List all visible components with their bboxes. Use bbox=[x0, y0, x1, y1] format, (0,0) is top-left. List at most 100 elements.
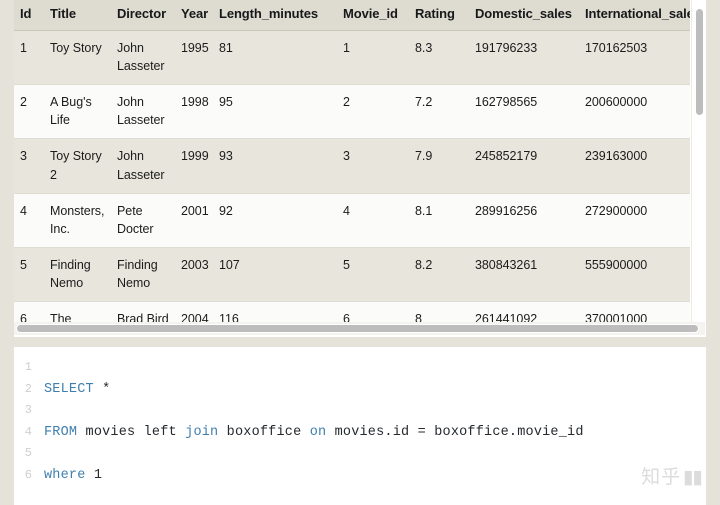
cell-rating: 8.2 bbox=[409, 247, 469, 303]
cell-rating: 7.2 bbox=[409, 84, 469, 140]
cell-length-minutes: 95 bbox=[213, 84, 337, 140]
sql-keyword: on bbox=[309, 424, 327, 440]
cell-international-sales: 170162503 bbox=[579, 30, 690, 86]
results-table: Id Title Director Year Length_minutes Mo… bbox=[14, 0, 690, 322]
cell-director: Pete Docter bbox=[111, 193, 175, 248]
code-line[interactable]: 3 bbox=[14, 400, 706, 422]
cell-international-sales: 272900000 bbox=[579, 193, 690, 248]
cell-title: A Bug's Life bbox=[44, 84, 111, 140]
column-header-year[interactable]: Year bbox=[175, 0, 213, 31]
cell-rating: 8.1 bbox=[409, 193, 469, 248]
cell-title: Toy Story 2 bbox=[44, 138, 111, 194]
cell-domestic-sales: 191796233 bbox=[469, 30, 579, 86]
sql-keyword: join bbox=[185, 424, 219, 440]
sql-keyword: where bbox=[44, 467, 86, 483]
cell-title: The Incredibles bbox=[44, 301, 111, 322]
cell-length-minutes: 107 bbox=[213, 247, 337, 303]
sql-token: movies.id = boxoffice.movie_id bbox=[326, 424, 584, 440]
zhihu-watermark: 知乎 ▮▮ bbox=[641, 462, 703, 489]
sql-token: 1 bbox=[85, 467, 103, 483]
sql-editor-panel[interactable]: 1 2 SELECT * 3 4 FROM movies left join boxoff… bbox=[14, 347, 706, 505]
cell-year: 1998 bbox=[175, 84, 213, 140]
cell-year: 2001 bbox=[175, 193, 213, 248]
sql-token: movies left bbox=[77, 424, 186, 440]
code-line[interactable]: 1 bbox=[14, 357, 706, 379]
cell-id: 6 bbox=[14, 301, 44, 322]
cell-domestic-sales: 380843261 bbox=[469, 247, 579, 303]
cell-id: 2 bbox=[14, 84, 44, 140]
results-vertical-scrollbar-thumb[interactable] bbox=[695, 8, 704, 116]
cell-movie-id: 4 bbox=[337, 193, 409, 248]
cell-id: 5 bbox=[14, 247, 44, 303]
cell-director: Brad Bird bbox=[111, 301, 175, 322]
column-header-id[interactable]: Id bbox=[14, 0, 44, 31]
column-header-rating[interactable]: Rating bbox=[409, 0, 469, 31]
sql-keyword: SELECT bbox=[44, 381, 94, 397]
table-row[interactable]: 1 Toy Story John Lasseter 1995 81 1 8.3 1917962… bbox=[14, 30, 690, 86]
cell-year: 1999 bbox=[175, 138, 213, 194]
cell-movie-id: 6 bbox=[337, 301, 409, 322]
code-text[interactable]: SELECT * bbox=[44, 379, 110, 401]
column-header-title[interactable]: Title bbox=[44, 0, 111, 31]
code-line[interactable]: 4 FROM movies left join boxoffice on movi… bbox=[14, 422, 706, 444]
table-row[interactable]: 5 Finding Nemo Finding Nemo 2003 107 5 8.2 3808… bbox=[14, 247, 690, 303]
cell-domestic-sales: 289916256 bbox=[469, 193, 579, 248]
watermark-text: 知乎 bbox=[641, 466, 682, 488]
query-results-panel: Id Title Director Year Length_minutes Mo… bbox=[14, 0, 706, 337]
results-vertical-scrollbar[interactable] bbox=[691, 0, 706, 322]
cell-length-minutes: 81 bbox=[213, 30, 337, 86]
cell-domestic-sales: 162798565 bbox=[469, 84, 579, 140]
table-header-row: Id Title Director Year Length_minutes Mo… bbox=[14, 0, 690, 31]
sql-editor-lines[interactable]: 1 2 SELECT * 3 4 FROM movies left join boxoff… bbox=[14, 357, 706, 486]
cell-international-sales: 200600000 bbox=[579, 84, 690, 140]
code-text[interactable]: where 1 bbox=[44, 465, 102, 487]
cell-director: John Lasseter bbox=[111, 84, 175, 140]
line-number: 6 bbox=[24, 467, 32, 482]
line-number: 1 bbox=[24, 360, 32, 374]
cell-movie-id: 3 bbox=[337, 138, 409, 194]
line-number: 3 bbox=[24, 403, 32, 417]
cell-year: 2004 bbox=[175, 301, 213, 322]
line-number: 4 bbox=[24, 424, 32, 439]
code-line[interactable]: 5 bbox=[14, 443, 706, 465]
results-table-body: 1 Toy Story John Lasseter 1995 81 1 8.3 1917962… bbox=[14, 30, 690, 322]
cell-id: 3 bbox=[14, 138, 44, 194]
table-row[interactable]: 3 Toy Story 2 John Lasseter 1999 93 3 7.9 24585… bbox=[14, 138, 690, 194]
watermark-bars-icon: ▮▮ bbox=[683, 466, 703, 488]
cell-director: John Lasseter bbox=[111, 30, 175, 86]
cell-rating: 8 bbox=[409, 301, 469, 322]
sql-token: boxoffice bbox=[218, 424, 310, 440]
column-header-length-minutes[interactable]: Length_minutes bbox=[213, 0, 337, 31]
code-line[interactable]: 6 where 1 bbox=[14, 465, 706, 487]
column-header-director[interactable]: Director bbox=[111, 0, 175, 31]
code-line[interactable]: 2 SELECT * bbox=[14, 379, 706, 401]
line-number: 5 bbox=[24, 446, 32, 460]
cell-year: 2003 bbox=[175, 247, 213, 303]
column-header-movie-id[interactable]: Movie_id bbox=[337, 0, 409, 31]
cell-length-minutes: 92 bbox=[213, 193, 337, 248]
cell-movie-id: 2 bbox=[337, 84, 409, 140]
cell-length-minutes: 116 bbox=[213, 301, 337, 322]
cell-domestic-sales: 261441092 bbox=[469, 301, 579, 322]
column-header-domestic-sales[interactable]: Domestic_sales bbox=[469, 0, 579, 31]
column-header-international-sales[interactable]: International_sales bbox=[579, 0, 690, 31]
cell-length-minutes: 93 bbox=[213, 138, 337, 194]
table-row[interactable]: 4 Monsters, Inc. Pete Docter 2001 92 4 8.1 2899… bbox=[14, 193, 690, 248]
results-table-viewport[interactable]: Id Title Director Year Length_minutes Mo… bbox=[14, 0, 690, 322]
results-horizontal-scrollbar[interactable] bbox=[14, 322, 705, 335]
cell-title: Finding Nemo bbox=[44, 247, 111, 303]
cell-director: John Lasseter bbox=[111, 138, 175, 194]
cell-title: Toy Story bbox=[44, 30, 111, 86]
results-horizontal-scrollbar-thumb[interactable] bbox=[16, 324, 699, 333]
cell-movie-id: 1 bbox=[337, 30, 409, 86]
cell-international-sales: 239163000 bbox=[579, 138, 690, 194]
cell-title: Monsters, Inc. bbox=[44, 193, 111, 248]
line-number: 2 bbox=[24, 381, 32, 396]
sql-token: * bbox=[93, 381, 111, 397]
results-table-header: Id Title Director Year Length_minutes Mo… bbox=[14, 0, 690, 31]
cell-id: 4 bbox=[14, 193, 44, 248]
code-text[interactable]: FROM movies left join boxoffice on movie… bbox=[44, 422, 584, 444]
cell-movie-id: 5 bbox=[337, 247, 409, 303]
